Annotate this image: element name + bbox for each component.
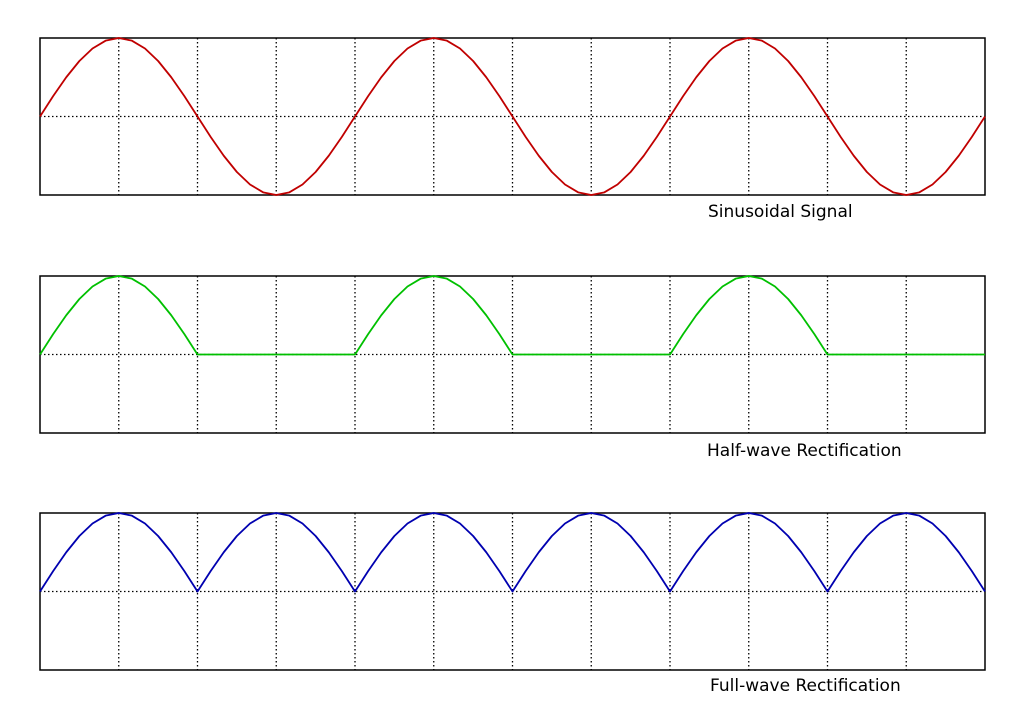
title-full-wave: Full-wave Rectification [710,676,901,696]
panel-sinusoidal [39,37,986,196]
title-sinusoidal: Sinusoidal Signal [708,202,853,222]
panel-half-wave [39,275,986,434]
series-line [39,512,986,593]
series-line [39,37,986,196]
title-half-wave: Half-wave Rectification [707,441,902,461]
series-line [39,275,985,356]
panel-full-wave [39,512,986,671]
